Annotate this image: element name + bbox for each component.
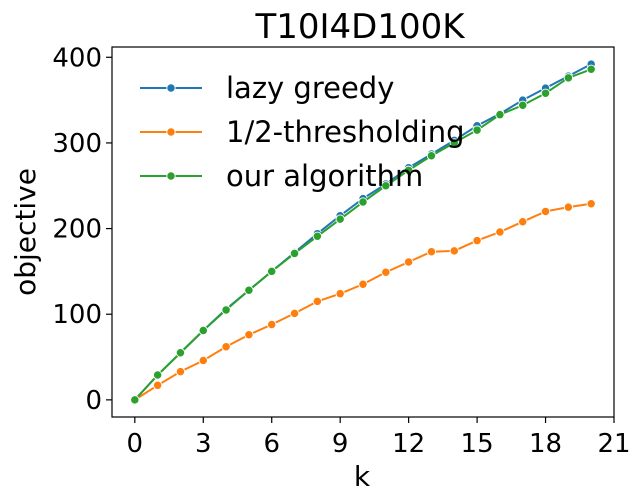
y-tick-label: 300 xyxy=(52,129,102,159)
data-point xyxy=(518,100,528,110)
data-point xyxy=(518,217,528,227)
data-point xyxy=(403,165,414,175)
data-point xyxy=(130,395,140,405)
data-point xyxy=(244,330,254,340)
data-point xyxy=(335,214,345,224)
data-point xyxy=(563,73,574,83)
data-point xyxy=(198,325,208,336)
x-axis-label: k xyxy=(354,460,371,493)
data-point xyxy=(152,370,163,380)
data-point xyxy=(267,266,277,277)
data-point xyxy=(381,181,391,191)
y-axis-ticks: 0 100 200 300 400 xyxy=(52,43,112,416)
legend-marker xyxy=(166,83,176,93)
data-point xyxy=(244,285,254,295)
data-point xyxy=(403,257,414,267)
data-point xyxy=(221,305,231,315)
legend-label: 1/2-thresholding xyxy=(226,115,465,149)
x-tick-label: 6 xyxy=(263,429,280,459)
data-point xyxy=(358,197,368,207)
data-point xyxy=(449,138,459,148)
series-1-2-thresholding xyxy=(130,199,596,405)
data-point xyxy=(289,248,300,259)
data-point xyxy=(221,342,231,352)
x-tick-label: 12 xyxy=(392,429,425,459)
data-point xyxy=(472,235,482,246)
data-point xyxy=(312,296,323,307)
series-our-algorithm xyxy=(130,64,596,405)
x-tick-label: 18 xyxy=(529,429,562,459)
legend-item: our algorithm xyxy=(140,159,423,193)
legend-item: lazy greedy xyxy=(140,71,394,105)
legend-item: 1/2-thresholding xyxy=(140,115,465,149)
data-point xyxy=(586,199,596,209)
data-point xyxy=(472,125,482,135)
legend-marker xyxy=(166,127,176,137)
data-point xyxy=(312,231,323,241)
data-point xyxy=(426,151,437,161)
data-point xyxy=(381,267,391,277)
x-tick-label: 21 xyxy=(597,429,630,459)
chart-title: T10I4D100K xyxy=(254,7,466,47)
data-point xyxy=(152,380,163,390)
data-point xyxy=(175,366,186,377)
data-point xyxy=(586,64,596,74)
data-point xyxy=(175,348,186,358)
data-point xyxy=(426,247,437,257)
x-axis-ticks: 0 3 6 9 12 15 18 21 xyxy=(127,417,631,459)
x-tick-label: 0 xyxy=(127,429,144,459)
legend-label: our algorithm xyxy=(226,159,423,193)
y-axis-label: objective xyxy=(9,168,42,296)
y-tick-label: 400 xyxy=(52,43,102,73)
data-point xyxy=(540,88,551,98)
data-point xyxy=(449,246,459,256)
plot-frame xyxy=(111,46,615,418)
data-point xyxy=(540,206,551,217)
x-tick-label: 9 xyxy=(332,429,349,459)
x-tick-label: 15 xyxy=(461,429,494,459)
y-tick-label: 100 xyxy=(52,300,102,330)
legend: lazy greedy 1/2-thresholding our algorithm xyxy=(140,71,465,193)
series-layer xyxy=(130,59,596,405)
data-point xyxy=(495,227,505,237)
data-point xyxy=(335,289,345,299)
legend-label: lazy greedy xyxy=(226,71,394,105)
data-point xyxy=(267,319,277,330)
y-tick-label: 0 xyxy=(85,386,102,416)
x-tick-label: 3 xyxy=(195,429,212,459)
data-point xyxy=(495,110,505,120)
data-point xyxy=(563,202,574,212)
data-point xyxy=(289,308,300,319)
data-point xyxy=(358,279,368,289)
legend-marker xyxy=(166,171,176,181)
data-point xyxy=(198,355,208,366)
y-tick-label: 200 xyxy=(52,215,102,245)
